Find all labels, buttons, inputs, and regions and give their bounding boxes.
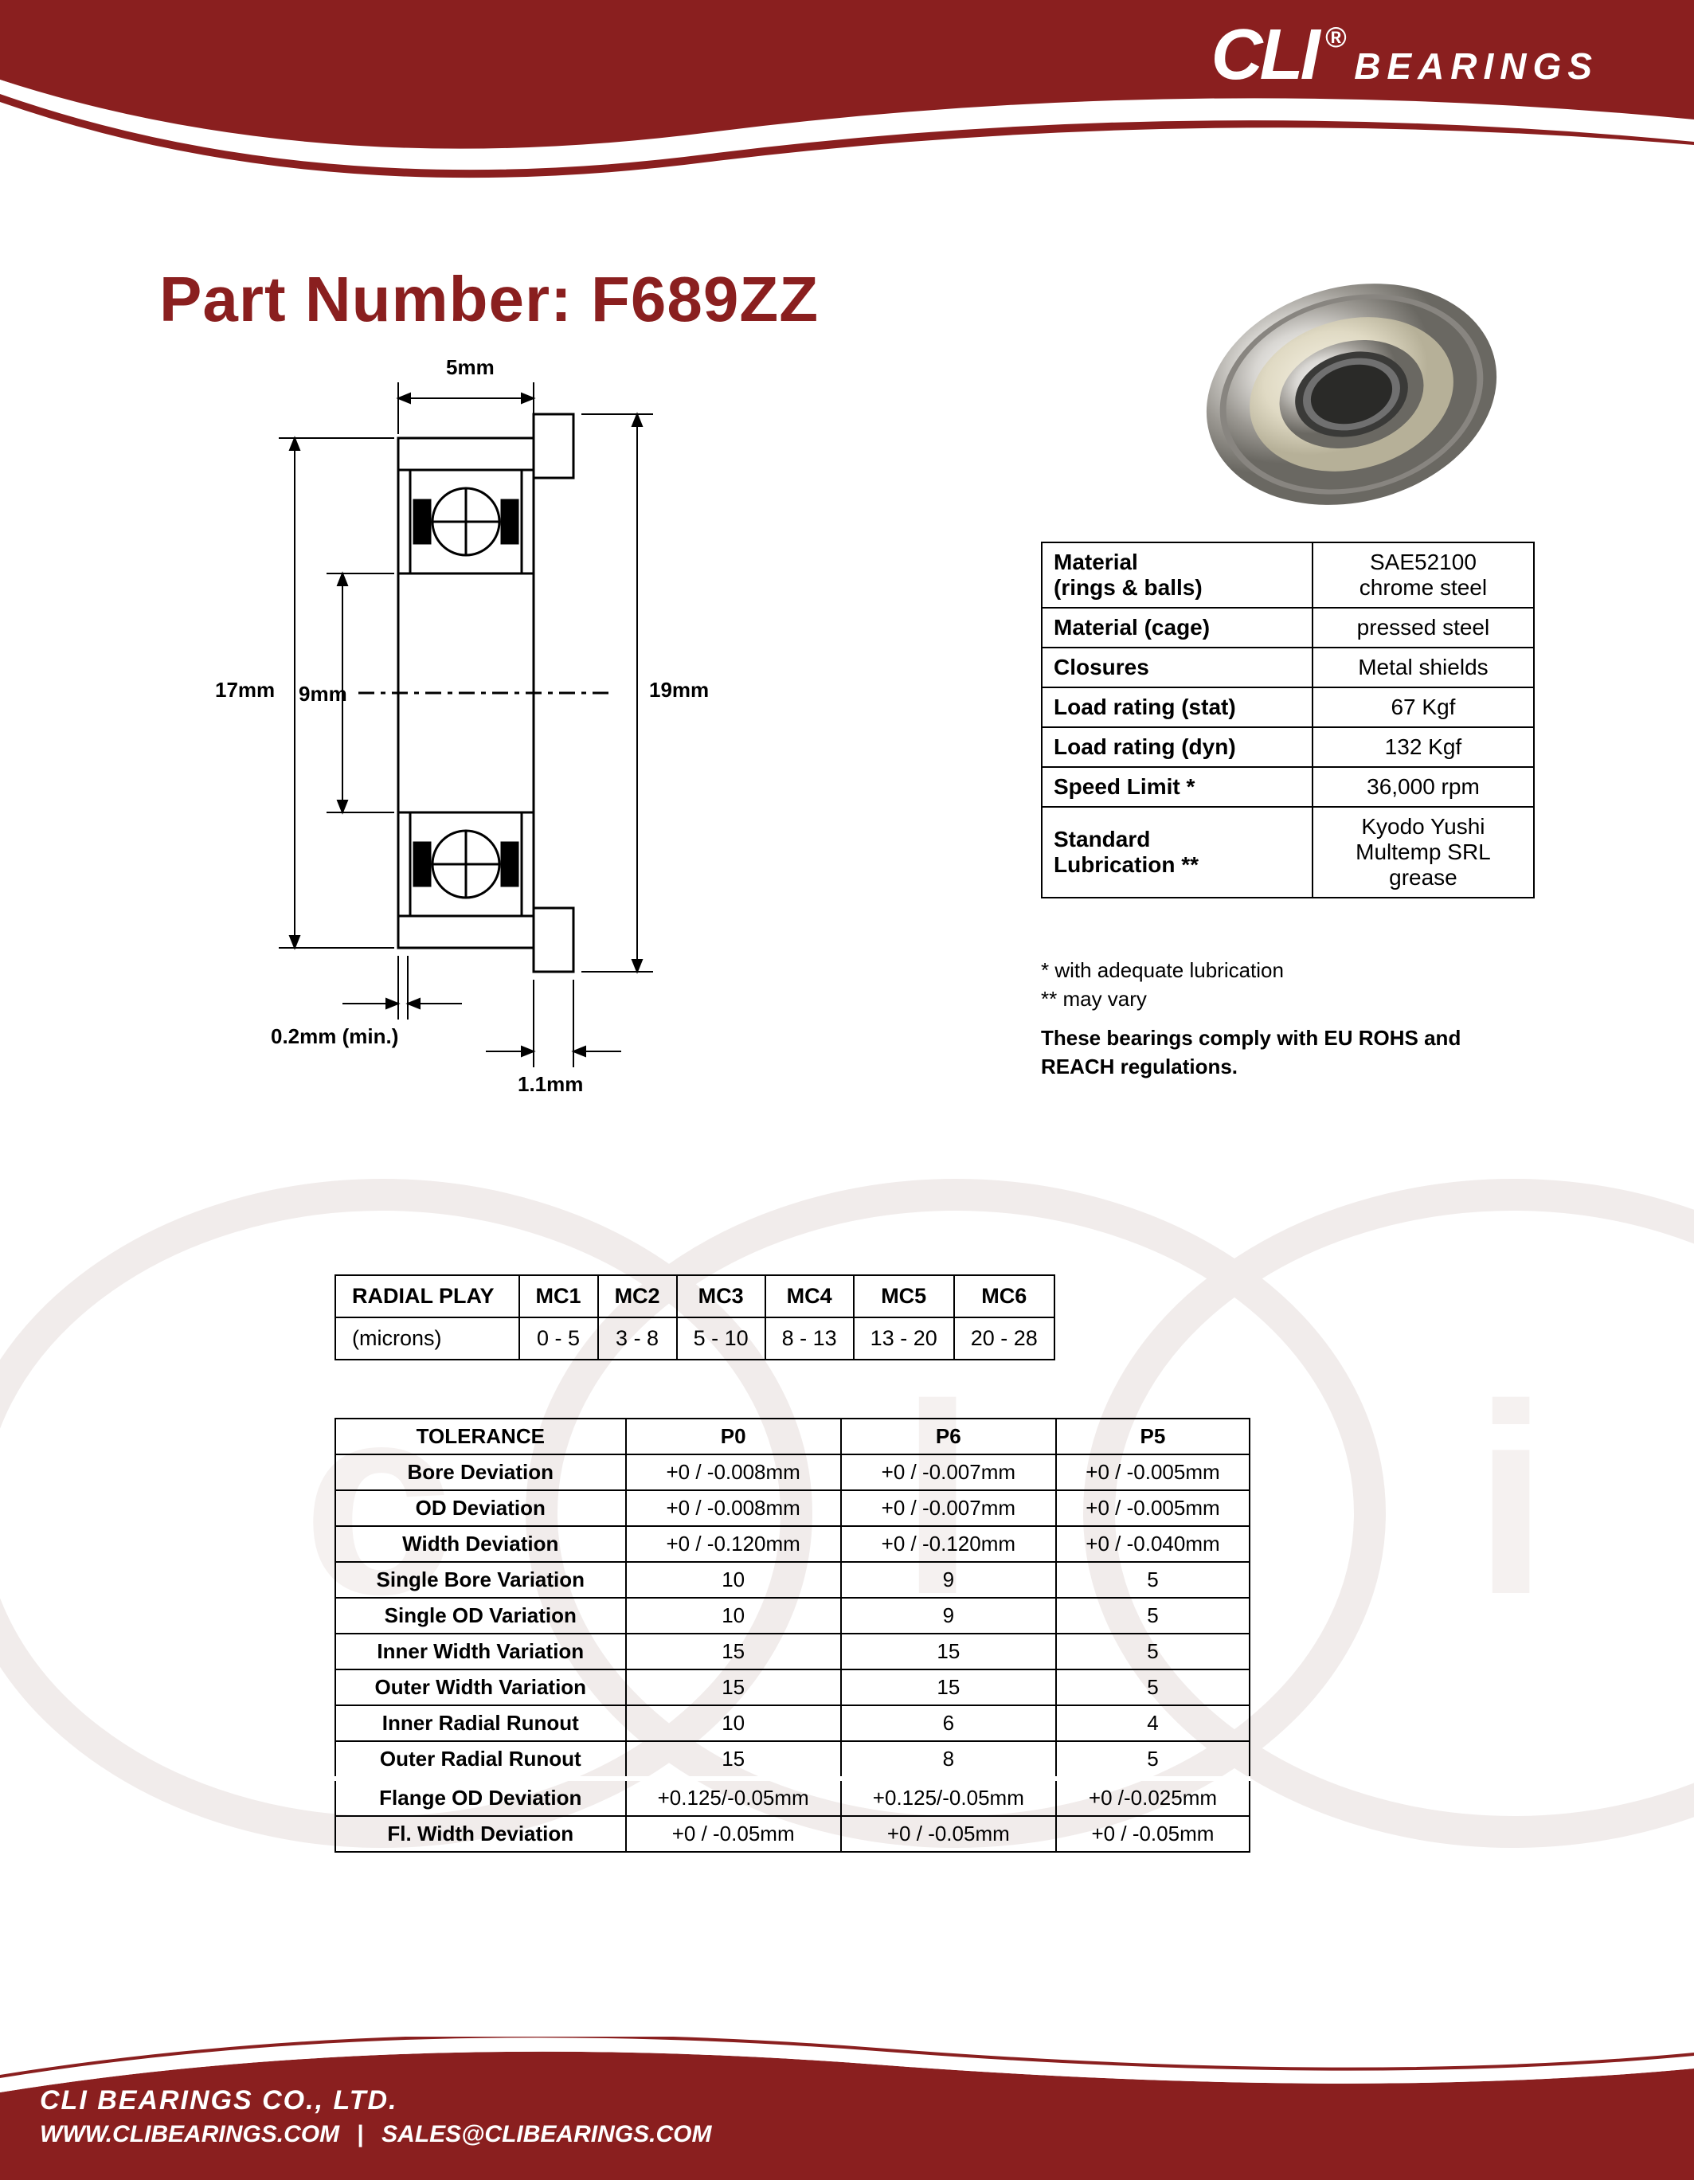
- svg-text:0.2mm (min.): 0.2mm (min.): [271, 1024, 398, 1048]
- svg-text:17mm: 17mm: [215, 678, 275, 702]
- svg-text:19mm: 19mm: [649, 678, 709, 702]
- note-vary: ** may vary: [1041, 984, 1535, 1013]
- spec-value: 132 Kgf: [1313, 727, 1534, 767]
- spec-value: Metal shields: [1313, 648, 1534, 687]
- spec-label: Load rating (dyn): [1042, 727, 1313, 767]
- spec-value: Kyodo YushiMultemp SRL grease: [1313, 807, 1534, 898]
- spec-value: pressed steel: [1313, 608, 1534, 648]
- logo-cli: CLI: [1211, 14, 1317, 96]
- radial-play-table: RADIAL PLAYMC1MC2MC3MC4MC5MC6(microns)0 …: [334, 1274, 1055, 1360]
- footer-sep: |: [357, 2121, 363, 2147]
- title-prefix: Part Number:: [159, 264, 591, 335]
- spec-notes: * with adequate lubrication ** may vary …: [1041, 956, 1535, 1082]
- page-title: Part Number: F689ZZ: [159, 263, 819, 336]
- spec-label: Material (cage): [1042, 608, 1313, 648]
- svg-text:i: i: [1473, 1348, 1548, 1651]
- spec-label: Material(rings & balls): [1042, 542, 1313, 608]
- compliance-note: These bearings comply with EU ROHS and R…: [1041, 1024, 1535, 1082]
- spec-value: SAE52100chrome steel: [1313, 542, 1534, 608]
- footer-url: WWW.CLIBEARINGS.COM: [40, 2121, 339, 2147]
- spec-label: Closures: [1042, 648, 1313, 687]
- logo-registered: ®: [1325, 21, 1347, 54]
- spec-table: Material(rings & balls)SAE52100chrome st…: [1041, 542, 1535, 898]
- spec-label: Speed Limit *: [1042, 767, 1313, 807]
- product-photo: [1184, 231, 1519, 550]
- footer-text: CLI BEARINGS CO., LTD. WWW.CLIBEARINGS.C…: [40, 2085, 711, 2148]
- brand-logo: CLI ® BEARINGS: [1211, 14, 1598, 96]
- svg-text:9mm: 9mm: [299, 682, 347, 706]
- svg-text:1.1mm: 1.1mm: [518, 1072, 583, 1096]
- spec-label: Load rating (stat): [1042, 687, 1313, 727]
- spec-label: StandardLubrication **: [1042, 807, 1313, 898]
- spec-value: 67 Kgf: [1313, 687, 1534, 727]
- spec-value: 36,000 rpm: [1313, 767, 1534, 807]
- note-lubrication: * with adequate lubrication: [1041, 956, 1535, 984]
- footer-company: CLI BEARINGS CO., LTD.: [40, 2085, 711, 2116]
- title-part-number: F689ZZ: [591, 264, 819, 335]
- footer-email: SALES@CLIBEARINGS.COM: [381, 2121, 711, 2147]
- tolerance-table: TOLERANCEP0P6P5Bore Deviation+0 / -0.008…: [334, 1418, 1250, 1853]
- logo-bearings: BEARINGS: [1354, 45, 1598, 88]
